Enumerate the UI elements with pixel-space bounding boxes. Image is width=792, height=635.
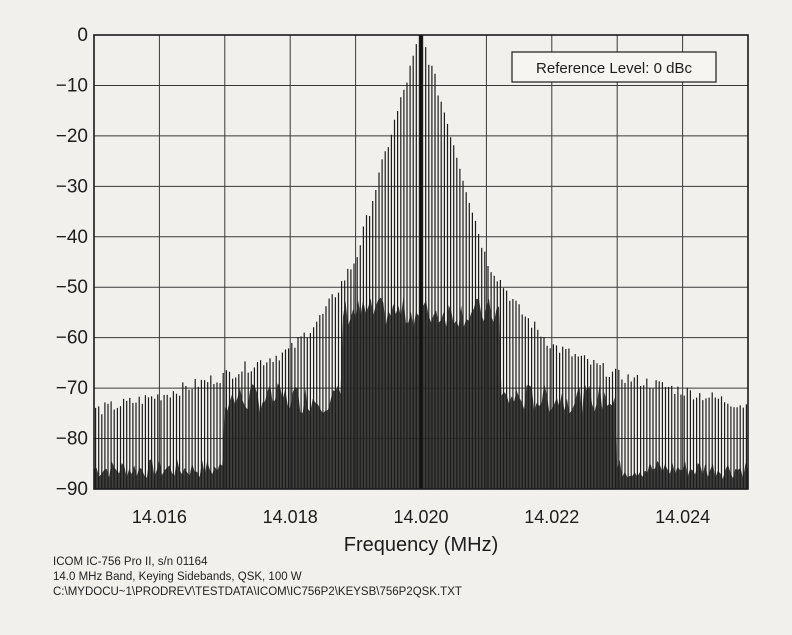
x-axis-label: Frequency (MHz) — [344, 534, 498, 555]
spectrum-trace — [94, 35, 748, 489]
spectrum-chart: 0−10−20−30−40−50−60−70−80−90 14.016 14.01… — [56, 25, 749, 555]
plot-frame — [93, 34, 749, 490]
footer-notes: ICOM IC-756 Pro II, s/n 01164 14.0 MHz B… — [53, 555, 462, 600]
y-tick-label: −30 — [56, 176, 88, 197]
reference-level-box: Reference Level: 0 dBc — [511, 51, 717, 83]
y-tick-label: −10 — [56, 75, 88, 96]
x-tick-label: 14.024 — [655, 507, 710, 527]
y-axis-ticks: 0 −10 −20 −30 −40 −50 −60 −70 −80 −90 — [56, 25, 88, 500]
y-tick-label: −50 — [56, 277, 88, 298]
x-tick-label: 14.016 — [132, 507, 187, 527]
y-tick-label: −20 — [56, 126, 88, 147]
x-axis-ticks: 14.016 14.018 14.020 14.022 14.024 — [132, 507, 710, 527]
y-tick-label: 0 — [77, 25, 88, 46]
reference-level-label: Reference Level: 0 dBc — [536, 60, 692, 77]
x-tick-label: 14.022 — [524, 507, 579, 527]
y-tick-label: −60 — [56, 328, 88, 349]
y-tick-label: −80 — [56, 429, 88, 450]
x-tick-label: 14.020 — [393, 507, 448, 527]
y-tick-label: −40 — [56, 227, 88, 248]
footer-line-1: ICOM IC-756 Pro II, s/n 01164 — [53, 556, 208, 568]
footer-line-3: C:\MYDOCU~1\PRODREV\TESTDATA\ICOM\IC756P… — [53, 586, 462, 598]
y-tick-label: −70 — [56, 378, 88, 399]
x-tick-label: 14.018 — [263, 507, 318, 527]
footer-line-2: 14.0 MHz Band, Keying Sidebands, QSK, 10… — [53, 571, 302, 583]
y-tick-label: −90 — [56, 479, 88, 500]
